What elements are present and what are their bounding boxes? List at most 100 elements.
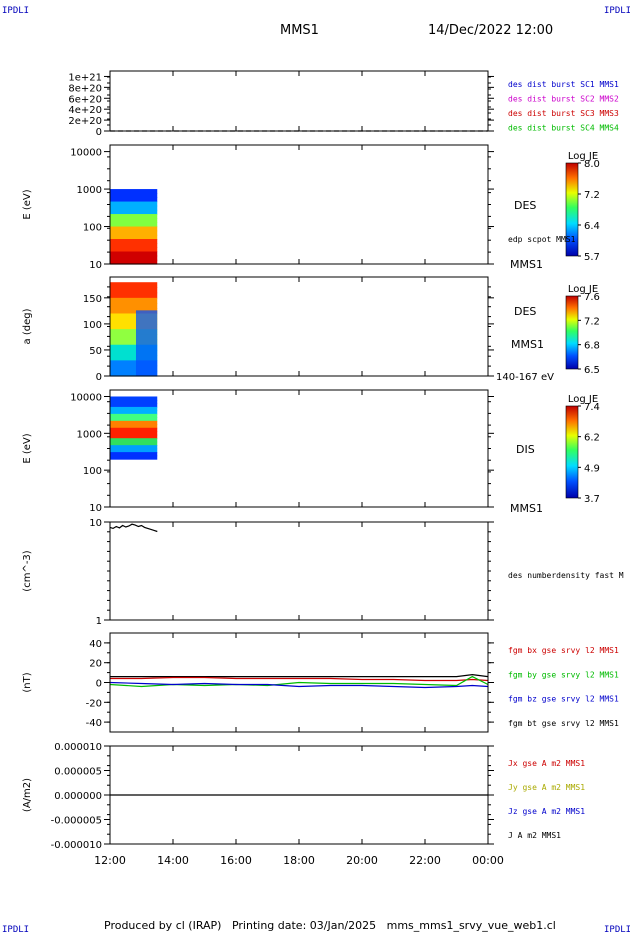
- heatmap-cell: [110, 259, 158, 265]
- y-tick-label: 10: [89, 260, 102, 271]
- heatmap-cell: [110, 251, 158, 257]
- corner-label-br: IPDLI: [604, 925, 630, 935]
- colorbar: [565, 405, 579, 499]
- heatmap-cell: [110, 303, 158, 309]
- colorbar-tick-label: 7.6: [584, 292, 600, 303]
- heatmap-cell: [135, 310, 158, 376]
- y-tick-label: 0: [96, 372, 102, 383]
- heatmap-cell: [110, 230, 158, 236]
- panel-label: MMS1: [511, 338, 544, 351]
- colorbar-tick-label: 6.5: [584, 365, 600, 376]
- y-tick-label: 1000: [77, 429, 102, 440]
- heatmap-cell: [110, 413, 158, 418]
- panel-label: DIS: [516, 443, 535, 456]
- y-tick-label: 100: [83, 320, 102, 331]
- y-tick-label: -0.000005: [51, 816, 102, 827]
- panel-label: MMS1: [510, 502, 543, 515]
- y-tick-label: 2e+20: [68, 116, 102, 127]
- heatmap-cell: [110, 214, 158, 219]
- corner-label-tl: IPDLI: [2, 6, 30, 16]
- heatmap-cell: [110, 434, 158, 439]
- heatmap-cell: [110, 218, 158, 223]
- y-tick-label: -0.000010: [51, 840, 102, 851]
- heatmap-cell: [110, 209, 158, 215]
- heatmap-cell: [110, 441, 158, 446]
- panel-label: MMS1: [510, 258, 543, 271]
- legend-entry: fgm by gse srvy l2 MMS1: [508, 670, 619, 679]
- heatmap-cell: [110, 308, 158, 315]
- y-tick-label: 10: [89, 503, 102, 514]
- heatmap-cell: [110, 410, 158, 415]
- colorbar-tick-label: 6.8: [584, 341, 600, 352]
- footer-text: Produced by cl (IRAP) Printing date: 03/…: [104, 919, 556, 932]
- panel-frame: [109, 521, 489, 621]
- legend-entry: fgm bx gse srvy l2 MMS1: [508, 646, 619, 655]
- heatmap-cell: [110, 355, 158, 361]
- colorbar-tick-label: 4.9: [584, 463, 600, 474]
- heatmap-cell: [110, 297, 158, 304]
- y-tick-label: 0.000010: [54, 742, 102, 753]
- heatmap-cell: [110, 344, 158, 351]
- legend-entry: J A m2 MMS1: [508, 831, 561, 840]
- heatmap-cell: [110, 323, 158, 330]
- heatmap-cell: [110, 403, 158, 408]
- y-tick-label: 0.000000: [54, 791, 102, 802]
- heatmap-cell: [110, 360, 158, 367]
- heatmap-cell: [110, 189, 158, 194]
- heatmap-cell: [110, 197, 158, 203]
- y-tick-label: 4e+20: [68, 105, 102, 116]
- heatmap-cell: [110, 349, 158, 356]
- y-tick-label: 1: [96, 616, 102, 627]
- panel-frame: [109, 144, 489, 265]
- corner-label-bl: IPDLI: [2, 925, 30, 935]
- heatmap-cell: [110, 282, 158, 289]
- y-tick-label: 10000: [70, 148, 102, 159]
- y-tick-label: 1e+21: [68, 72, 102, 83]
- legend-entry: des dist burst SC4 MMS4: [508, 124, 619, 133]
- heatmap-cell: [110, 334, 158, 341]
- panel-frame: [109, 276, 489, 377]
- y-tick-label: -40: [86, 718, 102, 729]
- colorbar-tick-label: 7.2: [584, 316, 600, 327]
- y-tick-label: 150: [83, 294, 102, 305]
- colorbar-tick-label: 7.2: [584, 190, 600, 201]
- colorbar-tick-label: 6.4: [584, 221, 600, 232]
- legend-entry: Jx gse A m2 MMS1: [508, 759, 585, 768]
- panel-frame: [109, 389, 489, 508]
- y-tick-label: 6e+20: [68, 94, 102, 105]
- x-tick-label: 20:00: [346, 854, 378, 867]
- legend-entry: Jz gse A m2 MMS1: [508, 807, 585, 816]
- heatmap-cell: [110, 431, 158, 436]
- heatmap-cell: [110, 455, 158, 460]
- legend-entry: fgm bz gse srvy l2 MMS1: [508, 695, 619, 704]
- heatmap-cell: [110, 406, 158, 411]
- colorbar-title: Log JE: [568, 284, 598, 295]
- x-tick-label: 16:00: [220, 854, 252, 867]
- y-tick-label: 20: [89, 659, 102, 670]
- heatmap-cell: [110, 205, 158, 211]
- colorbar-tick-label: 5.7: [584, 252, 600, 263]
- heatmap-cell: [110, 417, 158, 422]
- y-axis-label: E (eV): [22, 189, 33, 219]
- x-tick-label: 18:00: [283, 854, 315, 867]
- colorbar-tick-label: 7.4: [584, 402, 600, 413]
- y-tick-label: 1000: [77, 185, 102, 196]
- colorbar: [565, 162, 579, 257]
- panel-label: edp scpot MMS1: [508, 235, 576, 244]
- x-tick-label: 14:00: [157, 854, 189, 867]
- heatmap-cell: [110, 420, 158, 425]
- y-tick-label: -20: [86, 698, 102, 709]
- y-tick-label: 0.000005: [54, 767, 102, 778]
- y-axis-label: a (deg): [22, 308, 33, 344]
- y-tick-label: 0: [96, 679, 102, 690]
- heatmap-cell: [110, 234, 158, 240]
- heatmap-cell: [110, 222, 158, 228]
- legend-entry: fgm bt gse srvy l2 MMS1: [508, 719, 619, 728]
- legend-entry: des numberdensity fast M: [508, 571, 624, 580]
- series-line: [109, 681, 489, 689]
- legend-entry: des dist burst SC1 MMS1: [508, 80, 619, 89]
- y-axis-label: (A/m2): [22, 778, 33, 812]
- heatmap-cell: [110, 452, 158, 457]
- heatmap-cell: [110, 339, 158, 346]
